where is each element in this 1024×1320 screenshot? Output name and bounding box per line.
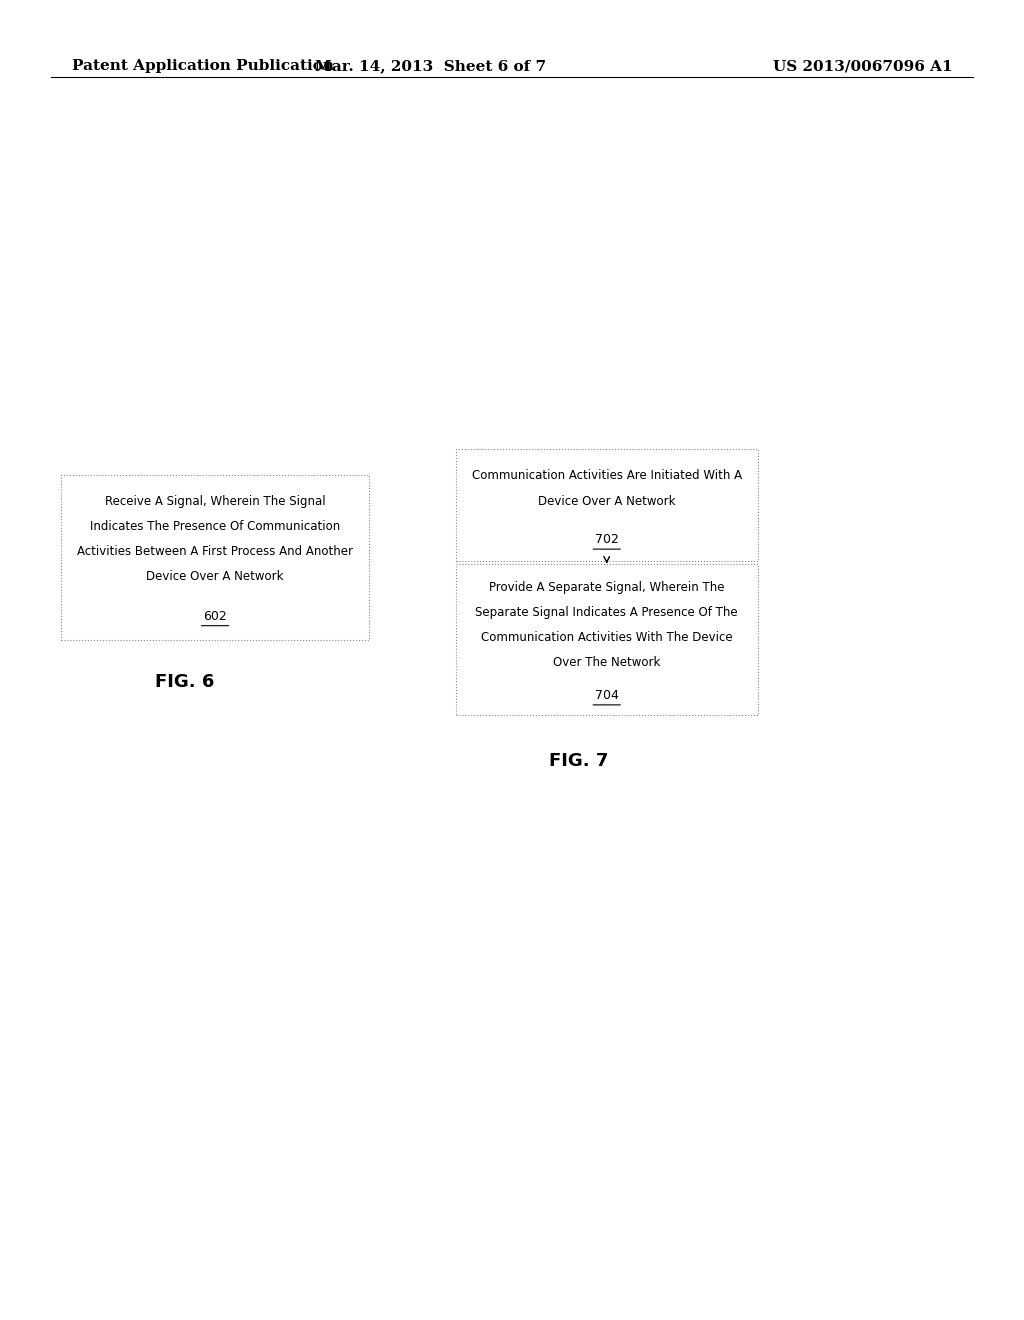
Text: FIG. 7: FIG. 7 — [549, 752, 608, 771]
FancyBboxPatch shape — [456, 564, 758, 715]
Text: US 2013/0067096 A1: US 2013/0067096 A1 — [773, 59, 952, 74]
Text: Device Over A Network: Device Over A Network — [538, 495, 676, 508]
Text: Communication Activities Are Initiated With A: Communication Activities Are Initiated W… — [472, 469, 741, 482]
Text: Receive A Signal, Wherein The Signal: Receive A Signal, Wherein The Signal — [104, 495, 326, 508]
Text: 702: 702 — [595, 533, 618, 546]
Text: Over The Network: Over The Network — [553, 656, 660, 669]
Text: Device Over A Network: Device Over A Network — [146, 570, 284, 583]
Text: Mar. 14, 2013  Sheet 6 of 7: Mar. 14, 2013 Sheet 6 of 7 — [314, 59, 546, 74]
FancyBboxPatch shape — [456, 449, 758, 561]
Text: Patent Application Publication: Patent Application Publication — [72, 59, 334, 74]
Text: Communication Activities With The Device: Communication Activities With The Device — [481, 631, 732, 644]
Text: Activities Between A First Process And Another: Activities Between A First Process And A… — [77, 545, 353, 558]
Text: 704: 704 — [595, 689, 618, 702]
Text: Provide A Separate Signal, Wherein The: Provide A Separate Signal, Wherein The — [489, 581, 724, 594]
Text: Indicates The Presence Of Communication: Indicates The Presence Of Communication — [90, 520, 340, 533]
Text: FIG. 6: FIG. 6 — [155, 673, 214, 692]
Text: 602: 602 — [203, 610, 227, 623]
FancyBboxPatch shape — [61, 475, 369, 640]
Text: Separate Signal Indicates A Presence Of The: Separate Signal Indicates A Presence Of … — [475, 606, 738, 619]
